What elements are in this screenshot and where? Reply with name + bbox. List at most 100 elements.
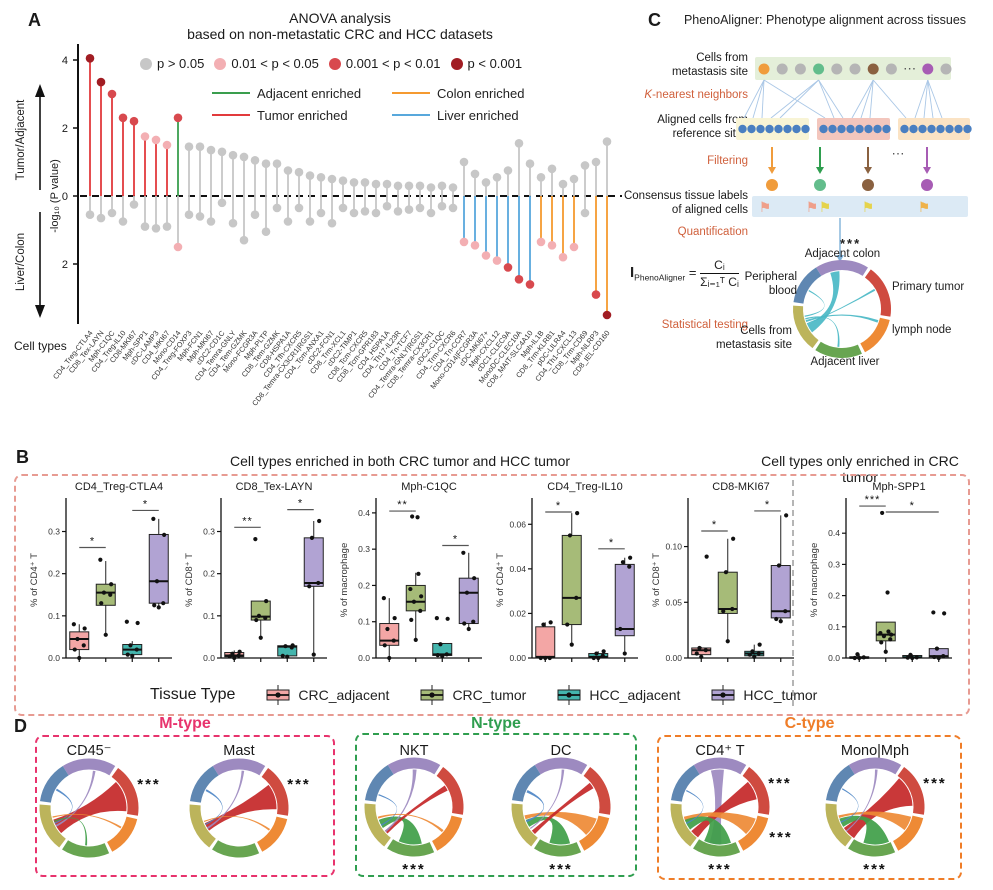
pvalue-dot-icon (140, 57, 152, 70)
svg-text:CD4_Treg-CTLA4: CD4_Treg-CTLA4 (75, 481, 163, 493)
phenoaligner-formula: IPhenoAligner = Cᵢ Σᵢ₌₁ᵀ Cᵢ (630, 258, 739, 289)
adjacent-colon-stars: *** (840, 236, 862, 251)
n-type-box (355, 733, 637, 877)
enrichment-legend-label: Tumor enriched (257, 107, 348, 123)
pvalue-legend-item: 0.001 < p < 0.01 (328, 56, 441, 71)
tissue-type-label: Tissue Type (150, 686, 236, 703)
boxplot-Mph-C1QC: Mph-C1QC% of macrophage0.00.10.20.30.4**… (339, 481, 482, 663)
panel-b-outer-box (14, 474, 970, 716)
svg-text:CD8-MKI67: CD8-MKI67 (712, 481, 769, 493)
svg-text:0.4: 0.4 (358, 508, 370, 518)
peripheral-blood-label: Peripheral blood (744, 271, 797, 297)
panel-b-header-crc-only: Cell types only enriched in CRC tumor (761, 453, 959, 485)
tissue-legend-item: CRC_adjacent (265, 684, 389, 706)
pvalue-dot-icon (328, 57, 341, 70)
enrichment-line-icon (212, 91, 250, 95)
tissue-legend-label: HCC_tumor (743, 687, 818, 703)
lymph-node-label: lymph node (892, 324, 952, 336)
svg-text:***: *** (402, 861, 426, 878)
svg-text:4: 4 (62, 55, 68, 67)
adjacent-colon-label: Adjacent colon (804, 248, 881, 260)
svg-text:0.3: 0.3 (48, 527, 60, 537)
knn-label: K-nearest neighbors (644, 89, 748, 101)
svg-text:-log₁₀ (P value): -log₁₀ (P value) (49, 159, 61, 233)
svg-text:% of CD4⁺ T: % of CD4⁺ T (495, 553, 506, 607)
svg-text:0.4: 0.4 (828, 528, 840, 538)
tissue-flag-icon: ⚑ (918, 199, 931, 215)
svg-text:% of macrophage: % of macrophage (339, 543, 350, 617)
aligned-cells-label: Aligned cells from reference sites (657, 114, 748, 140)
pvalue-legend-item: p > 0.05 (140, 56, 204, 71)
svg-text:CD8_Tex-LAYN: CD8_Tex-LAYN (236, 481, 313, 493)
tissue-flag-icon: ⚑ (862, 199, 875, 215)
svg-text:0.2: 0.2 (358, 580, 370, 590)
tissue-flag-icon: ⚑ (759, 199, 772, 215)
boxplot-CD4_Treg-IL10: CD4_Treg-IL10 % of CD4⁺ T 0.00 0.02 0.04 0.06… (495, 481, 638, 663)
cells-from-metastasis-circos-label: Cells from metastasis site (715, 325, 792, 351)
svg-text:***: *** (287, 776, 311, 793)
pvalue-legend-label: p < 0.001 (467, 56, 523, 71)
pvalue-legend-item: 0.01 < p < 0.05 (214, 56, 319, 71)
celltype-circos-plots: CD45⁻ *** Mast *** NKT *** DC *** CD4⁺ T *** *** **… (39, 743, 947, 878)
svg-text:CD45⁻: CD45⁻ (67, 743, 112, 759)
svg-text:0.00: 0.00 (665, 653, 682, 663)
svg-text:Mph-SPP1: Mph-SPP1 (872, 481, 925, 493)
svg-text:*: * (556, 500, 561, 512)
svg-text:0.3: 0.3 (203, 527, 215, 537)
svg-text:*: * (609, 537, 614, 549)
svg-text:0.00: 0.00 (509, 653, 526, 663)
svg-text:**: ** (397, 499, 408, 511)
enrichment-legend-label: Adjacent enriched (257, 85, 362, 101)
m-type-title: M-type (159, 715, 211, 732)
svg-text:0.1: 0.1 (203, 611, 215, 621)
tissue-legend-item: HCC_tumor (710, 684, 817, 706)
boxplot-CD4_Treg-CTLA4: CD4_Treg-CTLA4 % of CD4⁺ T 0.0 0.1 0.2 0.3 * * (29, 481, 172, 663)
boxplot-glyph-icon (266, 685, 290, 705)
tissue-flag-icon: ⚑ (806, 199, 819, 215)
pvalue-dot-icon (450, 57, 463, 70)
svg-text:CD4⁺ T: CD4⁺ T (695, 743, 744, 759)
svg-text:***: *** (863, 861, 887, 878)
svg-text:*: * (453, 534, 458, 546)
panel-a-title: ANOVA analysis based on non-metastatic C… (120, 10, 560, 42)
svg-text:***: *** (865, 494, 881, 506)
boxplot-CD8-MKI67: CD8-MKI67 % of CD8⁺ T 0.00 0.05 0.10 * * (651, 481, 794, 663)
svg-text:0.1: 0.1 (48, 611, 60, 621)
pvalue-legend-item: p < 0.001 (450, 56, 523, 71)
enrichment-legend: Adjacent enriched Colon enriched Tumor enr… (212, 82, 562, 126)
panel-a-title-line2: based on non-metastatic CRC and HCC data… (187, 26, 493, 42)
phenoaligner-title: PhenoAligner: Phenotype alignment across… (683, 13, 967, 27)
boxplot-glyph-icon (557, 685, 581, 705)
svg-text:% of CD4⁺ T: % of CD4⁺ T (29, 553, 40, 607)
svg-text:***: *** (137, 776, 161, 793)
enrichment-legend-label: Colon enriched (437, 85, 525, 101)
svg-text:2: 2 (62, 259, 68, 271)
svg-text:Mono|Mph: Mono|Mph (841, 743, 909, 759)
boxplot-CD8_Tex-LAYN: CD8_Tex-LAYN% of CD8⁺ T0.00.10.20.3*** (184, 481, 327, 663)
enrichment-line-icon (392, 91, 430, 95)
svg-text:***: *** (769, 829, 793, 846)
svg-text:2: 2 (62, 123, 68, 135)
svg-text:*: * (765, 499, 770, 511)
svg-text:*: * (712, 519, 717, 531)
svg-text:DC: DC (551, 743, 572, 759)
svg-text:***: *** (923, 775, 947, 792)
tissue-legend: Tissue Type CRC_adjacent CRC_tumor HCC_adj… (150, 684, 817, 706)
svg-text:*: * (298, 498, 303, 510)
svg-text:Mast: Mast (223, 743, 254, 759)
svg-text:***: *** (768, 775, 792, 792)
svg-text:0.2: 0.2 (48, 569, 60, 579)
phenoaligner-diagram: ⋯⋯⚑ ⚑ ⚑ ⚑ ⚑ (736, 57, 972, 358)
n-type-title: N-type (471, 715, 521, 732)
svg-text:CD4_Treg-IL10: CD4_Treg-IL10 (547, 481, 622, 493)
c-type-box (657, 735, 962, 880)
svg-text:NKT: NKT (400, 743, 429, 759)
boxplot-Mph-SPP1: Mph-SPP1% of macrophage0.00.10.20.30.4**… (809, 481, 952, 663)
tissue-legend-label: CRC_tumor (452, 687, 527, 703)
quantification-label: Quantification (677, 226, 748, 238)
boxplot-glyph-icon (711, 685, 735, 705)
svg-text:0.3: 0.3 (828, 559, 840, 569)
m-type-box (35, 735, 335, 877)
anova-lollipop-chart: 4 2 0 2 Tumor/Adjacent Liver/Colon -log₁₀ (P v… (14, 44, 622, 408)
